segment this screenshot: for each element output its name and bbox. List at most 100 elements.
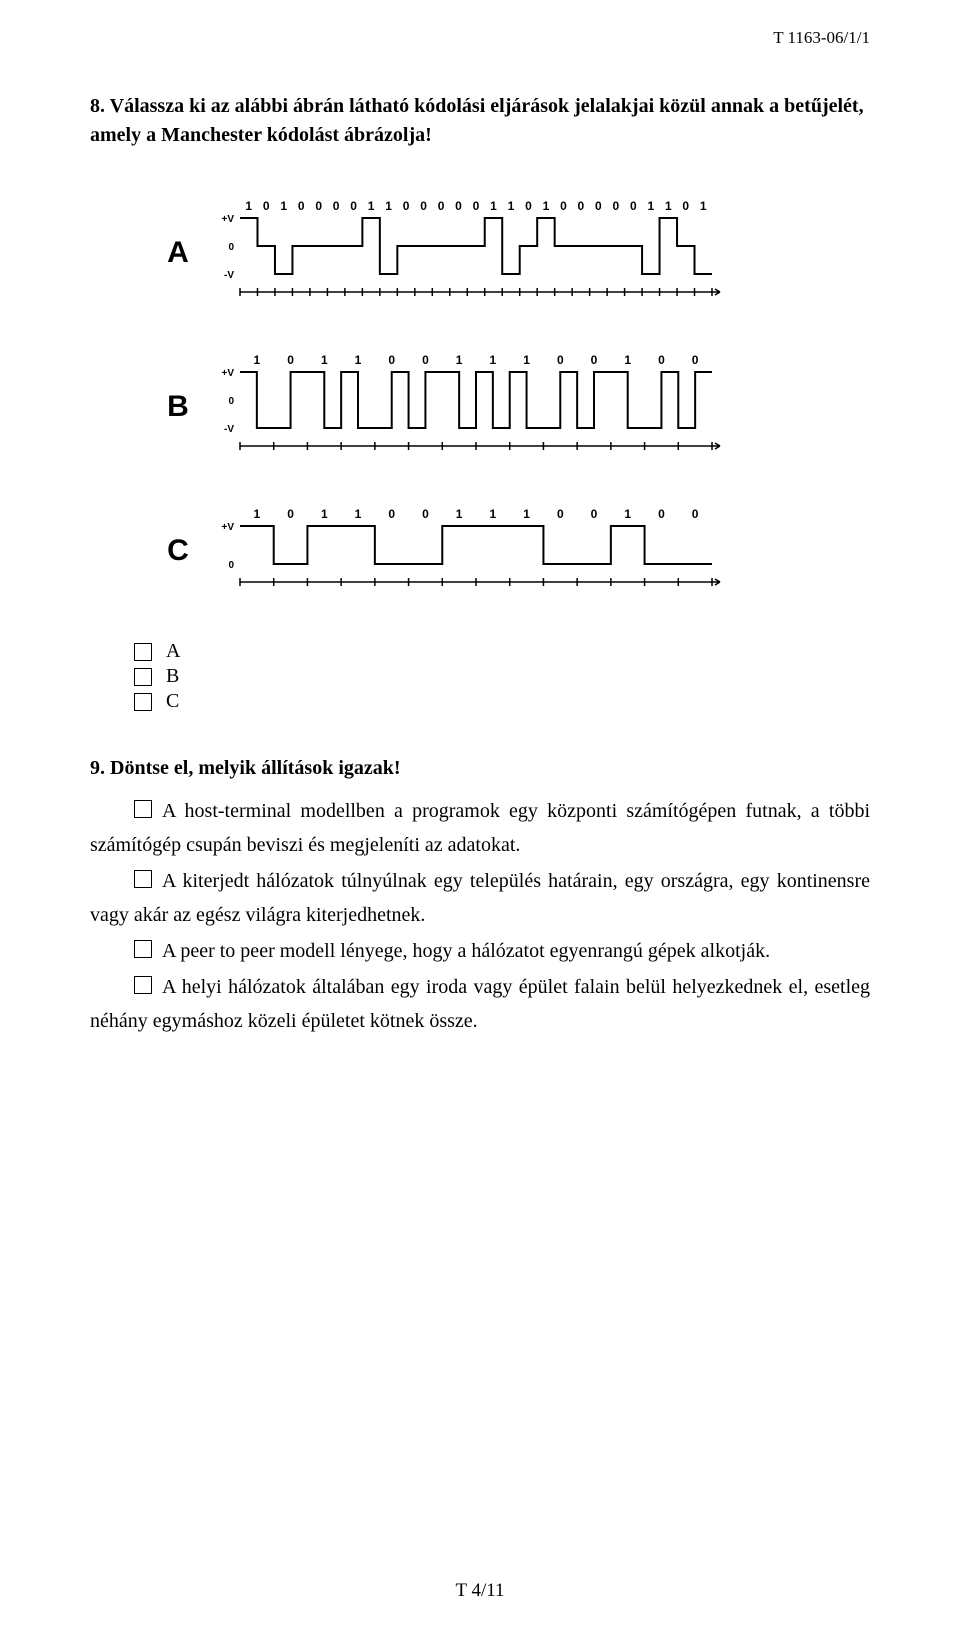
- svg-text:1: 1: [665, 199, 672, 213]
- svg-text:0: 0: [595, 199, 602, 213]
- q9-statements: A host-terminal modellben a programok eg…: [90, 794, 870, 1038]
- svg-text:0: 0: [682, 199, 689, 213]
- statement-4-text: A helyi hálózatok általában egy iroda va…: [90, 976, 870, 1032]
- waveform-c-row: C 1 0 1 1 0 0 1 1 1 0 0 1 0 0 +V 0: [160, 506, 870, 596]
- svg-text:1: 1: [321, 353, 328, 367]
- waveform-c-label: C: [160, 534, 196, 568]
- svg-text:0: 0: [658, 353, 665, 367]
- statement-2-text: A kiterjedt hálózatok túlnyúlnak egy tel…: [90, 870, 870, 926]
- checkbox-icon[interactable]: [134, 940, 152, 958]
- option-b-label: B: [166, 665, 179, 688]
- svg-text:0: 0: [228, 396, 234, 407]
- waveform-a-diagram: 101000011000001101000001101+V0-V: [202, 198, 722, 308]
- svg-text:0: 0: [298, 199, 305, 213]
- svg-text:0: 0: [591, 353, 598, 367]
- svg-text:0: 0: [263, 199, 270, 213]
- svg-text:0: 0: [420, 199, 427, 213]
- svg-text:0: 0: [613, 199, 620, 213]
- svg-text:1: 1: [523, 507, 530, 521]
- svg-text:1: 1: [490, 507, 497, 521]
- svg-text:-V: -V: [224, 270, 234, 281]
- svg-text:0: 0: [455, 199, 462, 213]
- statement-2: A kiterjedt hálózatok túlnyúlnak egy tel…: [90, 864, 870, 932]
- svg-text:0: 0: [388, 353, 395, 367]
- svg-text:0: 0: [557, 507, 564, 521]
- statement-3: A peer to peer modell lényege, hogy a há…: [90, 934, 870, 968]
- checkbox-icon[interactable]: [134, 800, 152, 818]
- checkbox-icon[interactable]: [134, 643, 152, 661]
- waveform-figures: A 101000011000001101000001101+V0-V B 101…: [160, 198, 870, 596]
- svg-text:0: 0: [591, 507, 598, 521]
- waveform-b-label: B: [160, 390, 196, 424]
- svg-text:0: 0: [403, 199, 410, 213]
- waveform-b-row: B 1 0 1 1 0 0 1 1 1 0 0 1 0 0 +V 0 -V: [160, 352, 870, 462]
- document-id: T 1163-06/1/1: [773, 28, 870, 48]
- svg-text:1: 1: [490, 199, 497, 213]
- q8-number: 8.: [90, 95, 105, 117]
- svg-text:1: 1: [647, 199, 654, 213]
- option-c[interactable]: C: [134, 690, 870, 713]
- svg-text:1: 1: [385, 199, 392, 213]
- svg-text:0: 0: [658, 507, 665, 521]
- svg-text:0: 0: [388, 507, 395, 521]
- statement-1-text: A host-terminal modellben a programok eg…: [90, 800, 870, 856]
- svg-text:1: 1: [508, 199, 515, 213]
- checkbox-icon[interactable]: [134, 693, 152, 711]
- svg-text:1: 1: [700, 199, 707, 213]
- q9-number: 9.: [90, 757, 105, 779]
- page-footer: T 4/11: [0, 1580, 960, 1602]
- svg-text:1: 1: [624, 507, 631, 521]
- svg-text:1: 1: [368, 199, 375, 213]
- statement-1: A host-terminal modellben a programok eg…: [90, 794, 870, 862]
- svg-text:+V: +V: [221, 522, 234, 533]
- svg-text:1: 1: [254, 507, 261, 521]
- checkbox-icon[interactable]: [134, 870, 152, 888]
- option-a[interactable]: A: [134, 640, 870, 663]
- svg-text:0: 0: [560, 199, 567, 213]
- svg-text:1: 1: [456, 507, 463, 521]
- svg-text:+V: +V: [221, 214, 234, 225]
- q9-text: Döntse el, melyik állítások igazak!: [110, 757, 401, 779]
- svg-text:0: 0: [578, 199, 585, 213]
- svg-text:0: 0: [422, 353, 429, 367]
- option-c-label: C: [166, 690, 179, 713]
- svg-text:0: 0: [473, 199, 480, 213]
- q8-options: A B C: [134, 640, 870, 713]
- svg-text:-V: -V: [224, 424, 234, 435]
- svg-text:1: 1: [254, 353, 261, 367]
- option-b[interactable]: B: [134, 665, 870, 688]
- svg-text:0: 0: [287, 507, 294, 521]
- statement-4: A helyi hálózatok általában egy iroda va…: [90, 970, 870, 1038]
- svg-text:0: 0: [228, 242, 234, 253]
- svg-text:0: 0: [692, 353, 699, 367]
- svg-text:+V: +V: [221, 368, 234, 379]
- svg-text:0: 0: [525, 199, 532, 213]
- waveform-a-row: A 101000011000001101000001101+V0-V: [160, 198, 870, 308]
- svg-text:1: 1: [355, 507, 362, 521]
- svg-text:1: 1: [624, 353, 631, 367]
- statement-3-text: A peer to peer modell lényege, hogy a há…: [162, 940, 770, 962]
- svg-text:0: 0: [422, 507, 429, 521]
- svg-text:1: 1: [355, 353, 362, 367]
- checkbox-icon[interactable]: [134, 976, 152, 994]
- checkbox-icon[interactable]: [134, 668, 152, 686]
- svg-text:0: 0: [287, 353, 294, 367]
- svg-text:1: 1: [523, 353, 530, 367]
- svg-text:1: 1: [490, 353, 497, 367]
- svg-text:0: 0: [350, 199, 357, 213]
- waveform-c-diagram: 1 0 1 1 0 0 1 1 1 0 0 1 0 0 +V 0: [202, 506, 722, 596]
- option-a-label: A: [166, 640, 180, 663]
- waveform-b-diagram: 1 0 1 1 0 0 1 1 1 0 0 1 0 0 +V 0 -V: [202, 352, 722, 462]
- question-8: 8. Válassza ki az alábbi ábrán látható k…: [90, 92, 870, 150]
- svg-text:1: 1: [245, 199, 252, 213]
- question-9: 9. Döntse el, melyik állítások igazak!: [90, 757, 870, 780]
- svg-text:0: 0: [630, 199, 637, 213]
- q8-text: Válassza ki az alábbi ábrán látható kódo…: [90, 95, 864, 146]
- svg-text:1: 1: [456, 353, 463, 367]
- svg-text:1: 1: [321, 507, 328, 521]
- svg-text:0: 0: [438, 199, 445, 213]
- svg-text:0: 0: [557, 353, 564, 367]
- svg-text:0: 0: [228, 560, 234, 571]
- svg-text:0: 0: [692, 507, 699, 521]
- svg-text:0: 0: [333, 199, 340, 213]
